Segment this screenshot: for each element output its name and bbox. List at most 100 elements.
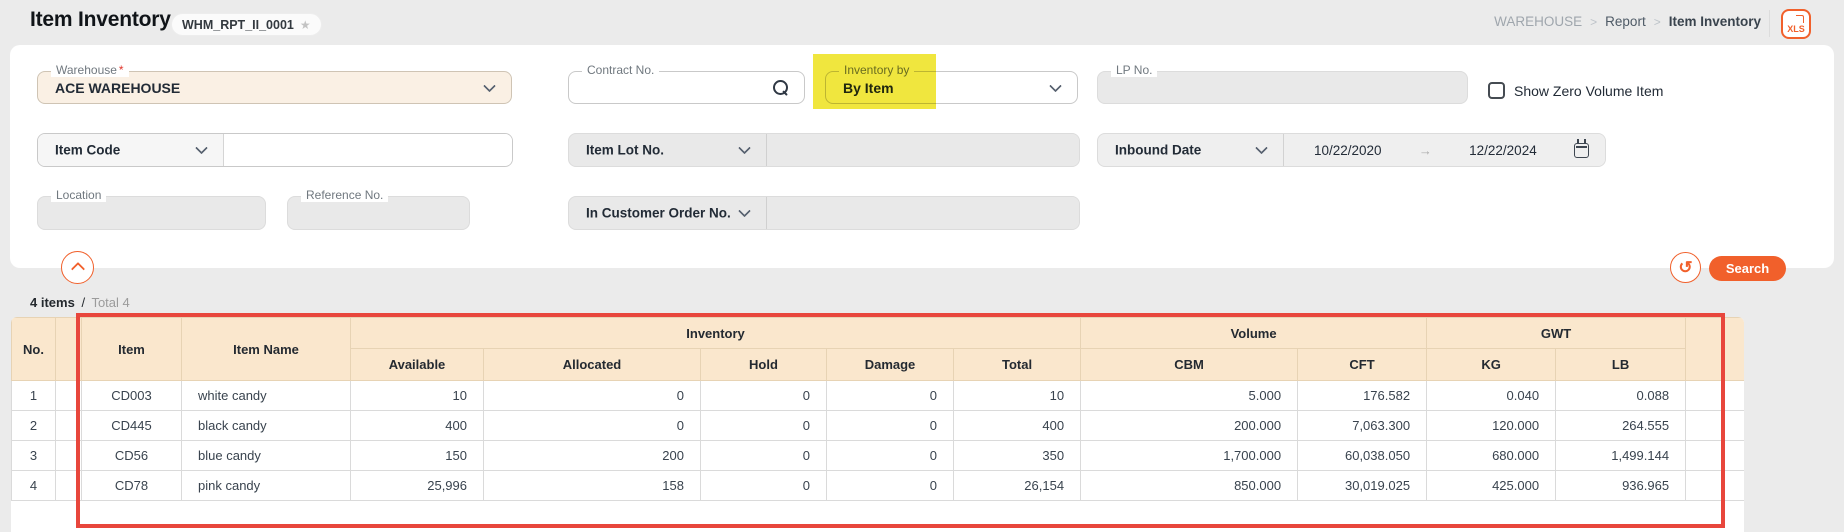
cell-cft: 30,019.025: [1297, 470, 1428, 501]
cell-total: 400: [952, 410, 1082, 441]
page-title: Item Inventory: [30, 8, 171, 31]
cell-item-name: black candy: [181, 410, 351, 441]
table-row[interactable]: 4 CD78 pink candy 25,996 158 0 0 26,154 …: [11, 470, 1744, 501]
cell-no: 4: [11, 470, 56, 501]
cell-blank: [1685, 470, 1744, 501]
cell-available: 25,996: [350, 470, 484, 501]
breadcrumb-item-current: Item Inventory: [1668, 14, 1761, 29]
xls-label: XLS: [1787, 24, 1805, 34]
cell-cft: 60,038.050: [1297, 440, 1428, 471]
cell-hold: 0: [700, 380, 827, 411]
contract-no-input[interactable]: Contract No.: [568, 63, 805, 104]
export-xls-button[interactable]: XLS: [1781, 9, 1811, 39]
warehouse-value: ACE WAREHOUSE: [55, 79, 181, 96]
cell-cbm: 200.000: [1080, 410, 1299, 441]
reference-no-input: Reference No.: [287, 188, 470, 230]
cell-cbm: 5.000: [1080, 380, 1299, 411]
col-header-allocated: Allocated: [483, 348, 701, 381]
cell-item-name: blue candy: [181, 440, 351, 471]
warehouse-label: Warehouse *: [51, 63, 129, 77]
warehouse-select[interactable]: Warehouse * ACE WAREHOUSE: [37, 63, 512, 104]
col-header-item-name: Item Name: [181, 317, 351, 381]
customer-order-selector[interactable]: In Customer Order No.: [569, 197, 766, 229]
breadcrumb-separator-icon: >: [1590, 14, 1598, 29]
calendar-icon[interactable]: [1574, 139, 1589, 158]
cell-no: 3: [11, 440, 56, 471]
cell-cbm: 1,700.000: [1080, 440, 1299, 471]
cell-cft: 176.582: [1297, 380, 1428, 411]
col-header-cft: CFT: [1297, 348, 1428, 381]
col-header-cbm: CBM: [1080, 348, 1299, 381]
cell-item: CD445: [81, 410, 182, 441]
item-code-group: Item Code: [37, 133, 513, 167]
cell-blank: [1685, 380, 1744, 411]
header-divider: [1769, 10, 1770, 37]
inbound-date-range[interactable]: 10/22/2020 → 12/22/2024: [1283, 134, 1605, 166]
inventory-by-select[interactable]: Inventory by By Item: [825, 63, 1078, 104]
required-mark: *: [118, 63, 124, 77]
item-code-selector[interactable]: Item Code: [38, 134, 223, 166]
item-code-input[interactable]: [223, 134, 512, 166]
cell-lb: 0.088: [1555, 380, 1687, 411]
table-row[interactable]: 2 CD445 black candy 400 0 0 0 400 200.00…: [11, 410, 1744, 441]
col-header-blank: [55, 317, 82, 381]
report-code-text: WHM_RPT_II_0001: [182, 17, 294, 32]
table-row[interactable]: 3 CD56 blue candy 150 200 0 0 350 1,700.…: [11, 440, 1744, 471]
cell-kg: 0.040: [1426, 380, 1557, 411]
date-to-value[interactable]: 12/22/2024: [1469, 142, 1537, 158]
customer-order-selector-value: In Customer Order No.: [586, 205, 731, 221]
table-group-header-row: No. Item Item Name Inventory Volume GWT: [11, 317, 1744, 381]
results-separator: /: [81, 295, 86, 310]
cell-no: 2: [11, 410, 56, 441]
inventory-by-label: Inventory by: [839, 63, 915, 77]
collapse-filters-button[interactable]: [61, 251, 94, 284]
chevron-down-icon: [738, 141, 751, 155]
cell-blank: [55, 410, 82, 441]
inbound-date-selector-value: Inbound Date: [1115, 142, 1202, 158]
show-zero-volume-label: Show Zero Volume Item: [1514, 83, 1664, 99]
inbound-date-group: Inbound Date 10/22/2020 → 12/22/2024: [1097, 133, 1606, 167]
table-row[interactable]: 1 CD003 white candy 10 0 0 0 10 5.000 17…: [11, 380, 1744, 411]
cell-allocated: 0: [483, 410, 701, 441]
cell-blank: [1685, 440, 1744, 471]
item-lot-group: Item Lot No.: [568, 133, 1080, 167]
cell-lb: 264.555: [1555, 410, 1687, 441]
cell-available: 150: [350, 440, 484, 471]
cell-item: CD56: [81, 440, 182, 471]
breadcrumb-separator-icon: >: [1653, 14, 1661, 29]
cell-lb: 1,499.144: [1555, 440, 1687, 471]
inventory-table-card: No. Item Item Name Inventory Volume GWT …: [11, 317, 1744, 532]
cell-blank: [55, 440, 82, 471]
col-header-no: No.: [11, 317, 56, 381]
inventory-by-value: By Item: [843, 79, 894, 96]
col-header-damage: Damage: [826, 348, 954, 381]
col-header-total: Total: [952, 348, 1082, 381]
item-lot-selector[interactable]: Item Lot No.: [569, 134, 766, 166]
cell-hold: 0: [700, 410, 827, 441]
search-button[interactable]: Search: [1709, 256, 1786, 281]
results-summary: 4 items / Total 4: [30, 295, 130, 310]
cell-damage: 0: [826, 440, 954, 471]
col-header-blank-end: [1685, 317, 1744, 381]
cell-damage: 0: [826, 410, 954, 441]
inbound-date-selector[interactable]: Inbound Date: [1098, 134, 1283, 166]
cell-no: 1: [11, 380, 56, 411]
cell-allocated: 158: [483, 470, 701, 501]
cell-hold: 0: [700, 440, 827, 471]
refresh-button[interactable]: ↺: [1670, 252, 1701, 283]
breadcrumb-item-warehouse[interactable]: WAREHOUSE: [1494, 14, 1583, 29]
breadcrumb-item-report[interactable]: Report: [1605, 14, 1646, 29]
cell-available: 10: [350, 380, 484, 411]
search-icon[interactable]: [773, 80, 790, 97]
cell-cbm: 850.000: [1080, 470, 1299, 501]
date-from-value[interactable]: 10/22/2020: [1314, 142, 1382, 158]
table-sub-header-row: Available Allocated Hold Damage Total CB…: [12, 348, 1745, 381]
favorite-star-icon[interactable]: ★: [299, 17, 311, 32]
breadcrumb: WAREHOUSE > Report > Item Inventory: [1494, 14, 1761, 29]
cell-available: 400: [350, 410, 484, 441]
customer-order-input: [766, 197, 1079, 229]
cell-blank: [1685, 410, 1744, 441]
cell-item: CD78: [81, 470, 182, 501]
show-zero-volume-checkbox[interactable]: [1488, 82, 1505, 99]
